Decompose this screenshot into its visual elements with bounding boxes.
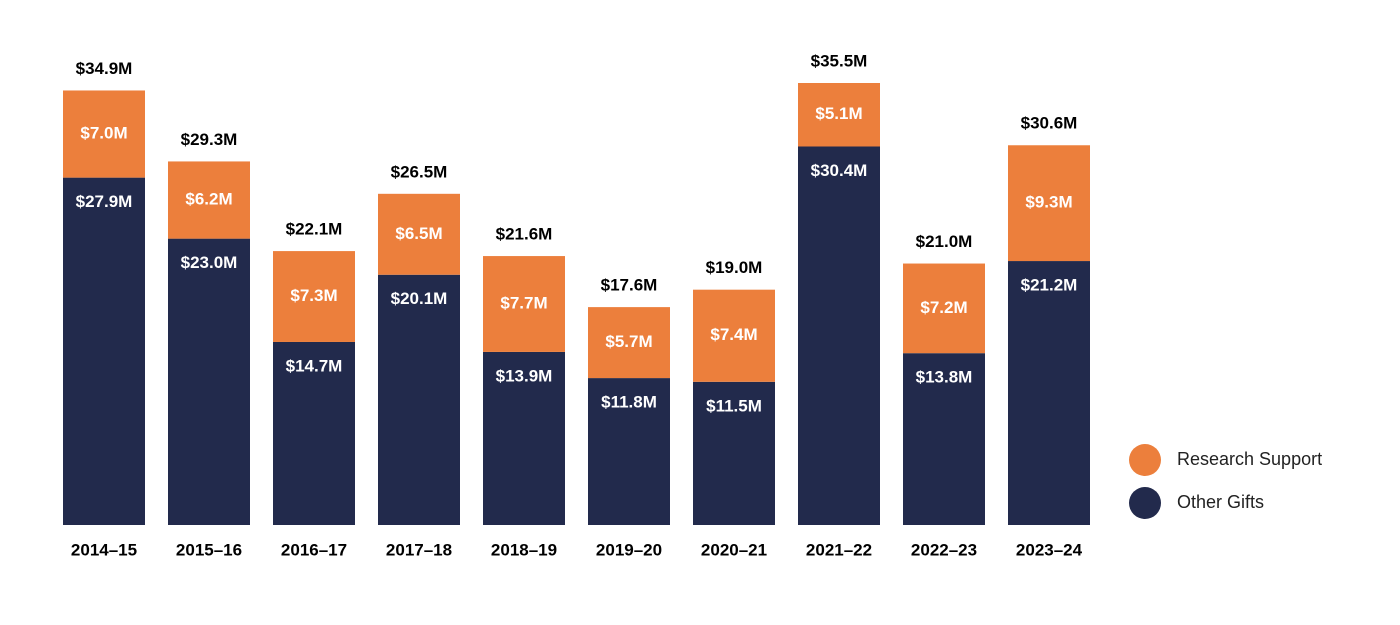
x-tick-label: 2017–18	[386, 540, 452, 559]
x-tick-label: 2022–23	[911, 540, 977, 559]
bar-segment	[588, 307, 670, 379]
value-label: $30.4M	[811, 161, 868, 180]
bar-segment	[63, 177, 145, 525]
total-label: $21.0M	[916, 232, 973, 251]
legend-swatch	[1129, 487, 1161, 519]
bar-segment	[63, 90, 145, 178]
total-label: $29.3M	[181, 130, 238, 149]
value-label: $6.5M	[395, 224, 442, 243]
bar-segment	[483, 256, 565, 352]
legend-label: Research Support	[1177, 449, 1322, 469]
total-label: $22.1M	[286, 220, 343, 239]
value-label: $13.9M	[496, 366, 553, 385]
bar-segment	[1008, 261, 1090, 525]
bar-segment	[378, 193, 460, 275]
bar-segment	[903, 263, 985, 354]
total-label: $34.9M	[76, 59, 133, 78]
value-label: $23.0M	[181, 253, 238, 272]
bar-segment	[1008, 145, 1090, 262]
value-label: $20.1M	[391, 289, 448, 308]
bar-segment	[693, 289, 775, 382]
total-label: $26.5M	[391, 162, 448, 181]
value-label: $7.4M	[710, 325, 757, 344]
value-label: $7.0M	[80, 124, 127, 143]
bar-segment	[798, 146, 880, 525]
x-tick-label: 2014–15	[71, 540, 137, 559]
x-tick-label: 2023–24	[1016, 540, 1083, 559]
value-label: $21.2M	[1021, 276, 1078, 295]
bar-segment	[168, 161, 250, 239]
x-tick-label: 2019–20	[596, 540, 662, 559]
value-label: $5.7M	[605, 332, 652, 351]
x-tick-label: 2020–21	[701, 540, 767, 559]
value-label: $27.9M	[76, 192, 133, 211]
total-label: $19.0M	[706, 258, 763, 277]
bar-segment	[378, 274, 460, 525]
bar-segment	[483, 351, 565, 525]
bar-segment	[903, 353, 985, 525]
x-tick-label: 2015–16	[176, 540, 242, 559]
total-label: $30.6M	[1021, 114, 1078, 133]
value-label: $6.2M	[185, 190, 232, 209]
bar-segment	[588, 378, 670, 525]
value-label: $9.3M	[1025, 193, 1072, 212]
total-label: $21.6M	[496, 225, 553, 244]
bar-segment	[798, 83, 880, 147]
value-label: $11.8M	[601, 393, 657, 412]
bar-segment	[693, 381, 775, 525]
x-tick-label: 2018–19	[491, 540, 557, 559]
bar-segment	[168, 238, 250, 526]
value-label: $13.8M	[916, 368, 973, 387]
value-label: $7.3M	[290, 286, 337, 305]
value-label: $11.5M	[706, 396, 762, 415]
x-tick-label: 2021–22	[806, 540, 872, 559]
value-label: $14.7M	[286, 356, 343, 375]
total-label: $17.6M	[601, 276, 658, 295]
legend-swatch	[1129, 444, 1161, 476]
bar-segment	[273, 341, 355, 525]
legend-label: Other Gifts	[1177, 492, 1264, 512]
total-label: $35.5M	[811, 51, 868, 70]
x-tick-label: 2016–17	[281, 540, 347, 559]
bar-segment	[273, 251, 355, 342]
value-label: $7.2M	[920, 298, 967, 317]
value-label: $5.1M	[815, 104, 862, 123]
value-label: $7.7M	[500, 293, 547, 312]
